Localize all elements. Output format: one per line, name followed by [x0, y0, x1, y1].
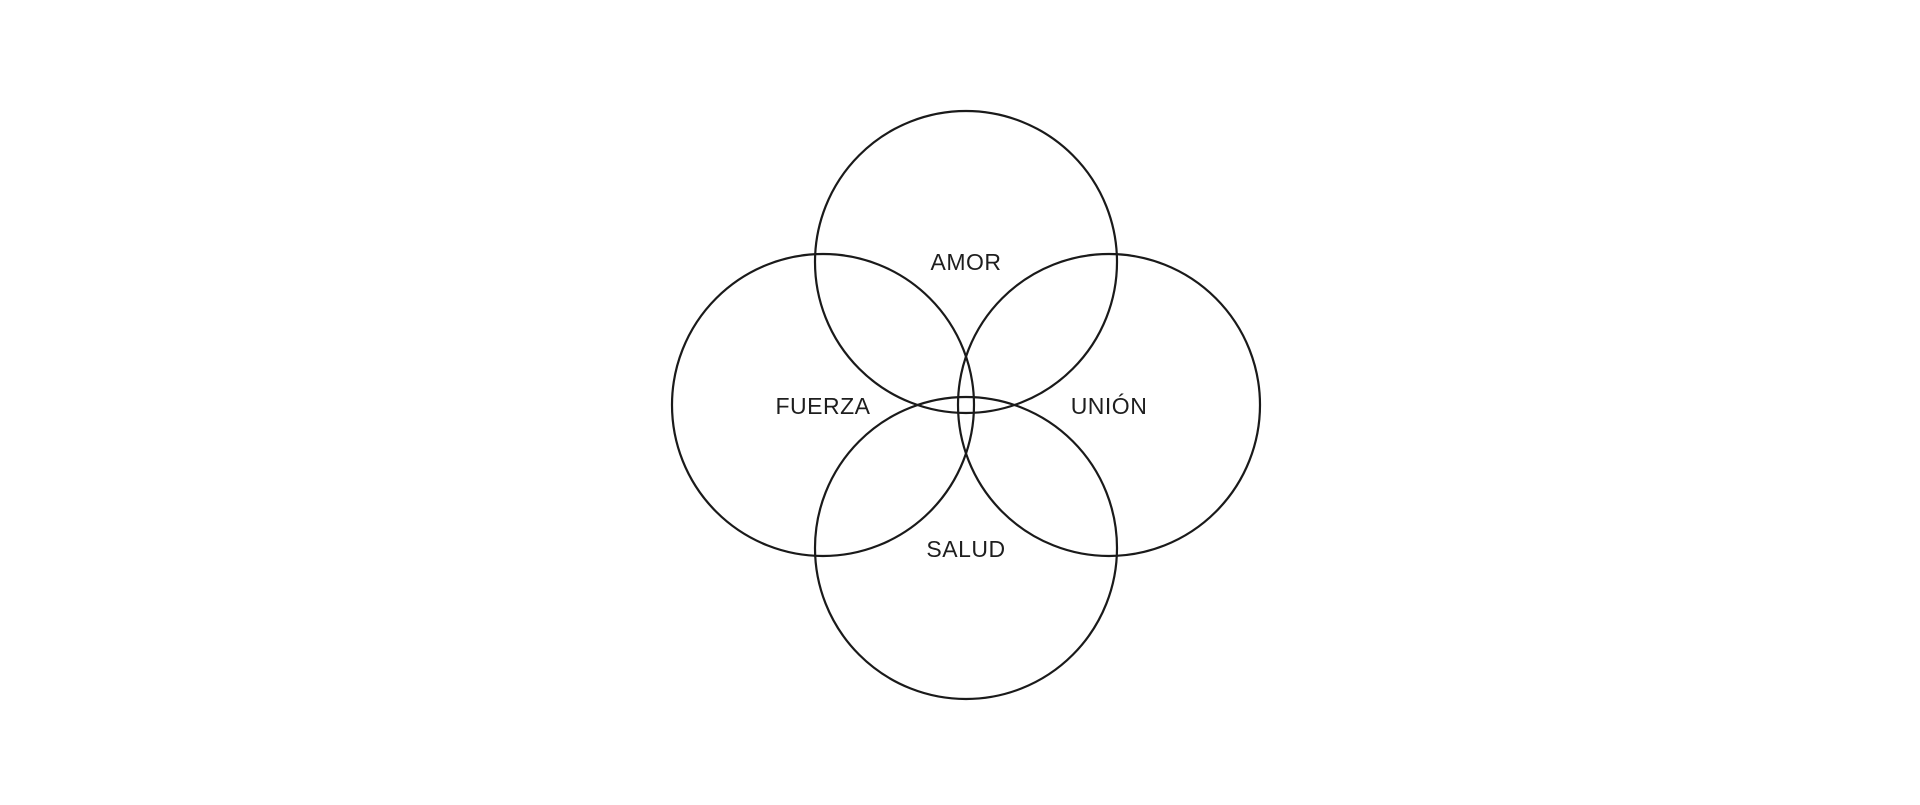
circle-fuerza [670, 252, 976, 558]
circle-amor [813, 109, 1119, 415]
label-union: UNIÓN [1071, 393, 1148, 419]
circle-union [956, 252, 1262, 558]
circles-group [670, 109, 1262, 701]
label-amor: AMOR [931, 249, 1002, 275]
labels-group: AMOR FUERZA UNIÓN SALUD [776, 249, 1148, 562]
label-salud: SALUD [926, 536, 1005, 562]
circle-salud [813, 395, 1119, 701]
label-fuerza: FUERZA [776, 393, 871, 419]
